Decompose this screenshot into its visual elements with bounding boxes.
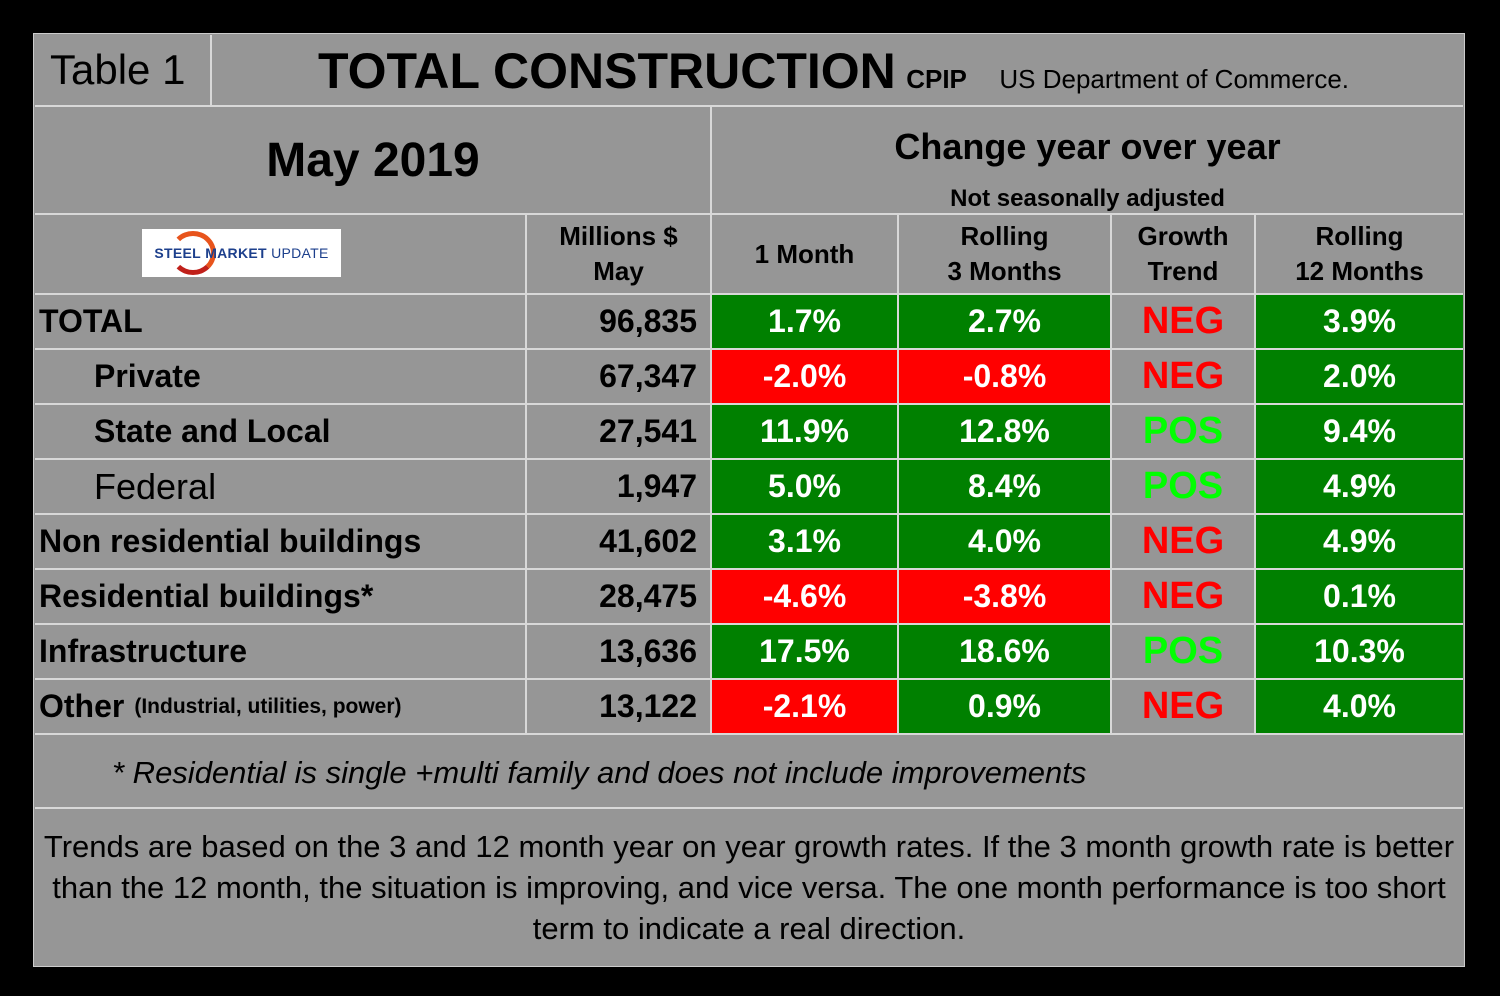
growth-trend: NEG <box>1141 520 1225 562</box>
growth-trend: NEG <box>1141 355 1225 397</box>
millions-value: 28,475 <box>599 578 697 614</box>
rolling-12-change: 9.4% <box>1256 405 1463 458</box>
one-month-change: 3.1% <box>712 515 897 568</box>
table-label: Table 1 <box>50 46 186 93</box>
footnote: * Residential is single +multi family an… <box>112 755 1087 790</box>
one-month-change: 5.0% <box>712 460 897 513</box>
rolling-12-change: 2.0% <box>1256 350 1463 403</box>
rolling-12-change: 3.9% <box>1256 295 1463 348</box>
change-header: Change year over year <box>894 126 1281 167</box>
rolling-12-change: 10.3% <box>1256 625 1463 678</box>
rolling-3-change: 12.8% <box>899 405 1110 458</box>
rolling-3-change: 8.4% <box>899 460 1110 513</box>
growth-trend: NEG <box>1141 685 1225 727</box>
rolling-3-change: 18.6% <box>899 625 1110 678</box>
one-month-change: 11.9% <box>712 405 897 458</box>
title-block: TOTAL CONSTRUCTION CPIP US Department of… <box>318 42 1349 100</box>
growth-trend: NEG <box>1141 575 1225 617</box>
col-header-1-month: 1 Month <box>754 238 855 269</box>
one-month-change: 17.5% <box>712 625 897 678</box>
growth-trend: POS <box>1142 630 1224 672</box>
period: May 2019 <box>266 133 480 187</box>
one-month-change: 1.7% <box>712 295 897 348</box>
rolling-3-change: -0.8% <box>899 350 1110 403</box>
row-label: State and Local <box>94 413 331 449</box>
trend-explanation: Trends are based on the 3 and 12 month y… <box>43 829 1455 946</box>
title-sub: CPIP <box>906 64 967 94</box>
growth-trend: NEG <box>1141 300 1225 342</box>
millions-value: 41,602 <box>599 523 697 559</box>
row-label: Infrastructure <box>39 633 248 669</box>
col-header-millions: Millions $ May <box>559 221 678 286</box>
steel-market-update-logo: STEEL MARKET UPDATE <box>142 229 341 277</box>
col-header-trend: Growth Trend <box>1137 221 1229 286</box>
growth-trend: POS <box>1142 410 1224 452</box>
rolling-12-change: 4.9% <box>1256 515 1463 568</box>
row-label: Other (Industrial, utilities, power) <box>39 688 402 724</box>
millions-value: 67,347 <box>599 358 697 394</box>
rolling-3-change: 4.0% <box>899 515 1110 568</box>
rolling-12-change: 4.9% <box>1256 460 1463 513</box>
millions-value: 13,122 <box>599 688 697 724</box>
millions-value: 27,541 <box>599 413 697 449</box>
rolling-3-change: 2.7% <box>899 295 1110 348</box>
millions-value: 13,636 <box>599 633 697 669</box>
one-month-change: -2.1% <box>712 680 897 733</box>
row-label: Private <box>94 358 201 394</box>
page-title: TOTAL CONSTRUCTION <box>318 43 896 99</box>
row-label: TOTAL <box>39 303 143 339</box>
logo-swoosh-icon <box>170 231 216 275</box>
millions-value: 96,835 <box>599 303 697 339</box>
one-month-change: -4.6% <box>712 570 897 623</box>
growth-trend: POS <box>1142 465 1224 507</box>
col-header-rolling-3: Rolling 3 Months <box>947 221 1062 286</box>
source: US Department of Commerce. <box>999 64 1350 94</box>
millions-value: 1,947 <box>616 468 697 504</box>
row-note: (Industrial, utilities, power) <box>134 694 402 718</box>
row-label: Residential buildings* <box>39 578 374 614</box>
rolling-3-change: 0.9% <box>899 680 1110 733</box>
row-label: Federal <box>94 465 217 507</box>
rolling-12-change: 0.1% <box>1256 570 1463 623</box>
one-month-change: -2.0% <box>712 350 897 403</box>
col-header-rolling-12: Rolling 12 Months <box>1295 221 1424 286</box>
rolling-12-change: 4.0% <box>1256 680 1463 733</box>
rolling-3-change: -3.8% <box>899 570 1110 623</box>
row-label: Non residential buildings <box>39 523 422 559</box>
change-subheader: Not seasonally adjusted <box>950 185 1225 212</box>
